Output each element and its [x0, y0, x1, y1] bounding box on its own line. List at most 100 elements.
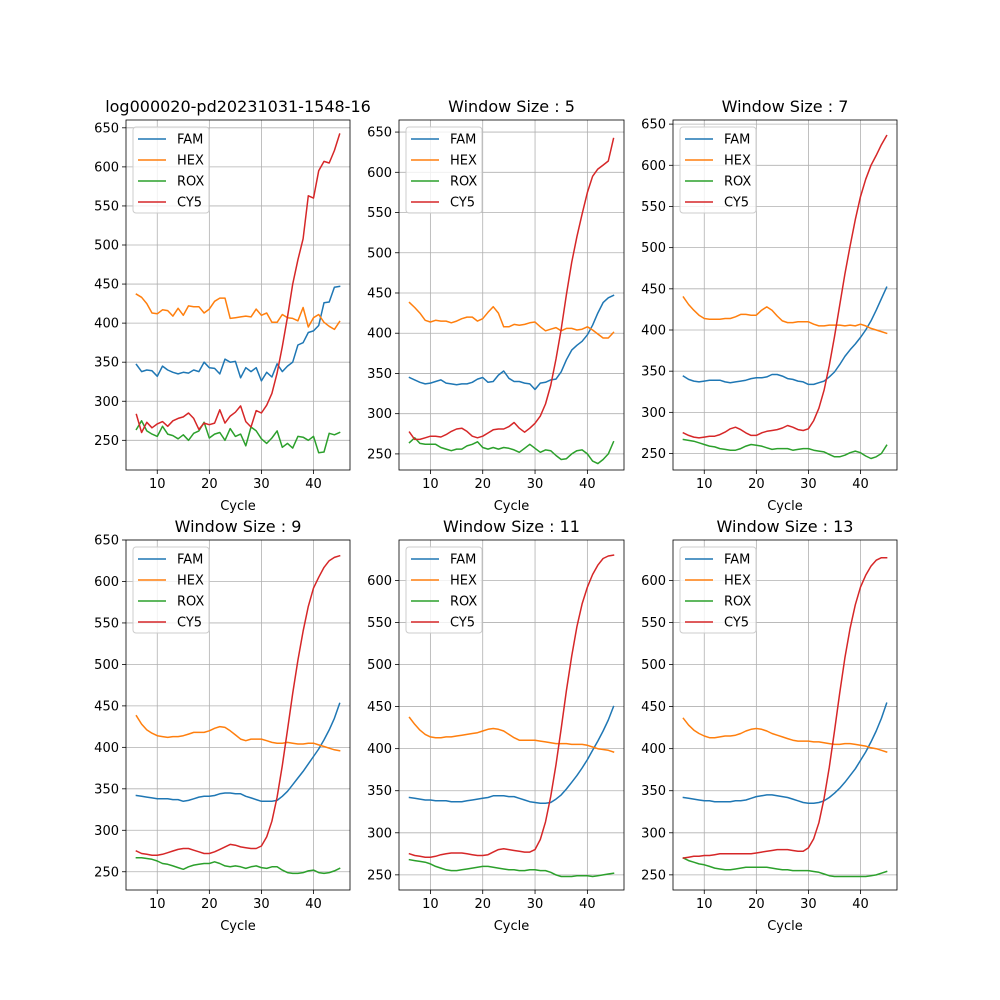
y-tick-label: 600: [641, 574, 666, 589]
series-line-fam: [135, 285, 341, 382]
y-tick-label: 650: [94, 534, 119, 549]
axes-frame: [672, 539, 898, 891]
y-tick-label: 600: [367, 574, 392, 589]
x-tick-label: 20: [474, 477, 491, 492]
y-tick-label: 350: [641, 784, 666, 799]
y-tick-label: 500: [641, 658, 666, 673]
series-line-rox: [682, 856, 888, 878]
legend: FAM HEX ROX CY5: [405, 546, 483, 634]
series-line-rox: [135, 856, 341, 875]
x-tick-label: 30: [800, 897, 817, 912]
chart-title: Window Size : 13: [717, 517, 854, 536]
series-line-hex: [408, 301, 615, 339]
legend: FAM HEX ROX CY5: [405, 126, 483, 214]
legend-label-cy5: CY5: [724, 616, 749, 631]
y-tick-label: 450: [641, 282, 666, 297]
x-tick-label: 40: [579, 897, 596, 912]
legend-label-rox: ROX: [450, 175, 477, 190]
series-line-rox: [682, 438, 888, 460]
y-tick-label: 600: [641, 159, 666, 174]
x-tick-label: 10: [422, 477, 439, 492]
series-line-cy5: [135, 554, 341, 856]
y-tick-label: 500: [94, 658, 119, 673]
y-tick-label: 500: [94, 239, 119, 254]
series-line-fam: [135, 702, 341, 803]
x-tick-label: 40: [852, 477, 869, 492]
legend-label-cy5: CY5: [177, 616, 202, 631]
legend-label-hex: HEX: [450, 154, 477, 169]
y-tick-label: 450: [641, 700, 666, 715]
legend-label-cy5: CY5: [724, 196, 749, 211]
chart-panel-2: 10 20 30 40 250 300 350 400 450 500 550 600 650 Windo…: [641, 97, 898, 514]
series-line-rox: [135, 420, 341, 454]
legend-label-cy5: CY5: [177, 196, 202, 211]
legend-label-hex: HEX: [724, 154, 751, 169]
series-line-cy5: [682, 556, 888, 859]
y-tick-label: 400: [641, 742, 666, 757]
y-tick-label: 350: [641, 365, 666, 380]
series-line-hex: [682, 717, 888, 753]
x-axis-label: Cycle: [767, 919, 803, 934]
y-tick-label: 500: [367, 658, 392, 673]
y-tick-label: 450: [94, 699, 119, 714]
legend-label-rox: ROX: [450, 595, 477, 610]
legend-label-hex: HEX: [450, 574, 477, 589]
y-tick-label: 500: [641, 241, 666, 256]
y-tick-label: 300: [94, 395, 119, 410]
y-tick-label: 550: [367, 616, 392, 631]
legend-label-cy5: CY5: [450, 196, 475, 211]
legend-label-hex: HEX: [177, 574, 204, 589]
chart-panel-5: 10 20 30 40 250 300 350 400 450 500 550 600 Window S…: [641, 517, 898, 934]
x-axis-label: Cycle: [494, 499, 530, 514]
legend-label-rox: ROX: [177, 175, 204, 190]
x-axis-label: Cycle: [494, 919, 530, 934]
x-tick-label: 40: [852, 897, 869, 912]
series-line-hex: [135, 714, 341, 752]
y-tick-label: 550: [94, 616, 119, 631]
series-line-cy5: [135, 133, 341, 434]
x-tick-label: 10: [696, 897, 713, 912]
legend: FAM HEX ROX CY5: [132, 546, 210, 634]
series-line-hex: [408, 716, 615, 753]
y-tick-label: 600: [94, 160, 119, 175]
y-tick-label: 300: [641, 406, 666, 421]
x-tick-label: 30: [253, 477, 270, 492]
x-tick-label: 20: [201, 897, 218, 912]
chart-panel-1: 10 20 30 40 250 300 350 400 450 500 550 600 650 Windo…: [367, 97, 625, 514]
x-tick-label: 10: [696, 477, 713, 492]
series-line-fam: [408, 705, 615, 805]
y-tick-label: 650: [641, 118, 666, 133]
legend-label-fam: FAM: [724, 133, 750, 148]
y-tick-label: 550: [367, 206, 392, 221]
chart-title: Window Size : 9: [175, 517, 302, 536]
legend-label-hex: HEX: [177, 154, 204, 169]
x-tick-label: 20: [748, 477, 765, 492]
x-tick-label: 20: [201, 477, 218, 492]
legend-box: [405, 126, 483, 214]
axes-frame: [398, 539, 625, 891]
legend-box: [405, 546, 483, 634]
chart-title: Window Size : 11: [443, 517, 580, 536]
legend-label-fam: FAM: [177, 553, 203, 568]
legend-label-fam: FAM: [450, 553, 476, 568]
y-tick-label: 250: [641, 868, 666, 883]
x-tick-label: 30: [527, 897, 544, 912]
y-tick-label: 550: [641, 616, 666, 631]
legend-box: [679, 546, 757, 634]
series-line-fam: [682, 702, 888, 805]
legend-label-fam: FAM: [450, 133, 476, 148]
y-tick-label: 300: [367, 407, 392, 422]
series-line-cy5: [682, 134, 888, 439]
y-tick-label: 450: [367, 700, 392, 715]
x-tick-label: 10: [149, 897, 166, 912]
legend-box: [679, 126, 757, 214]
legend-label-fam: FAM: [724, 553, 750, 568]
legend-label-rox: ROX: [724, 595, 751, 610]
series-line-hex: [135, 293, 341, 331]
axes-frame: [125, 119, 351, 471]
y-tick-label: 400: [94, 741, 119, 756]
x-axis-label: Cycle: [220, 499, 256, 514]
y-tick-label: 300: [367, 826, 392, 841]
legend: FAM HEX ROX CY5: [132, 126, 210, 214]
